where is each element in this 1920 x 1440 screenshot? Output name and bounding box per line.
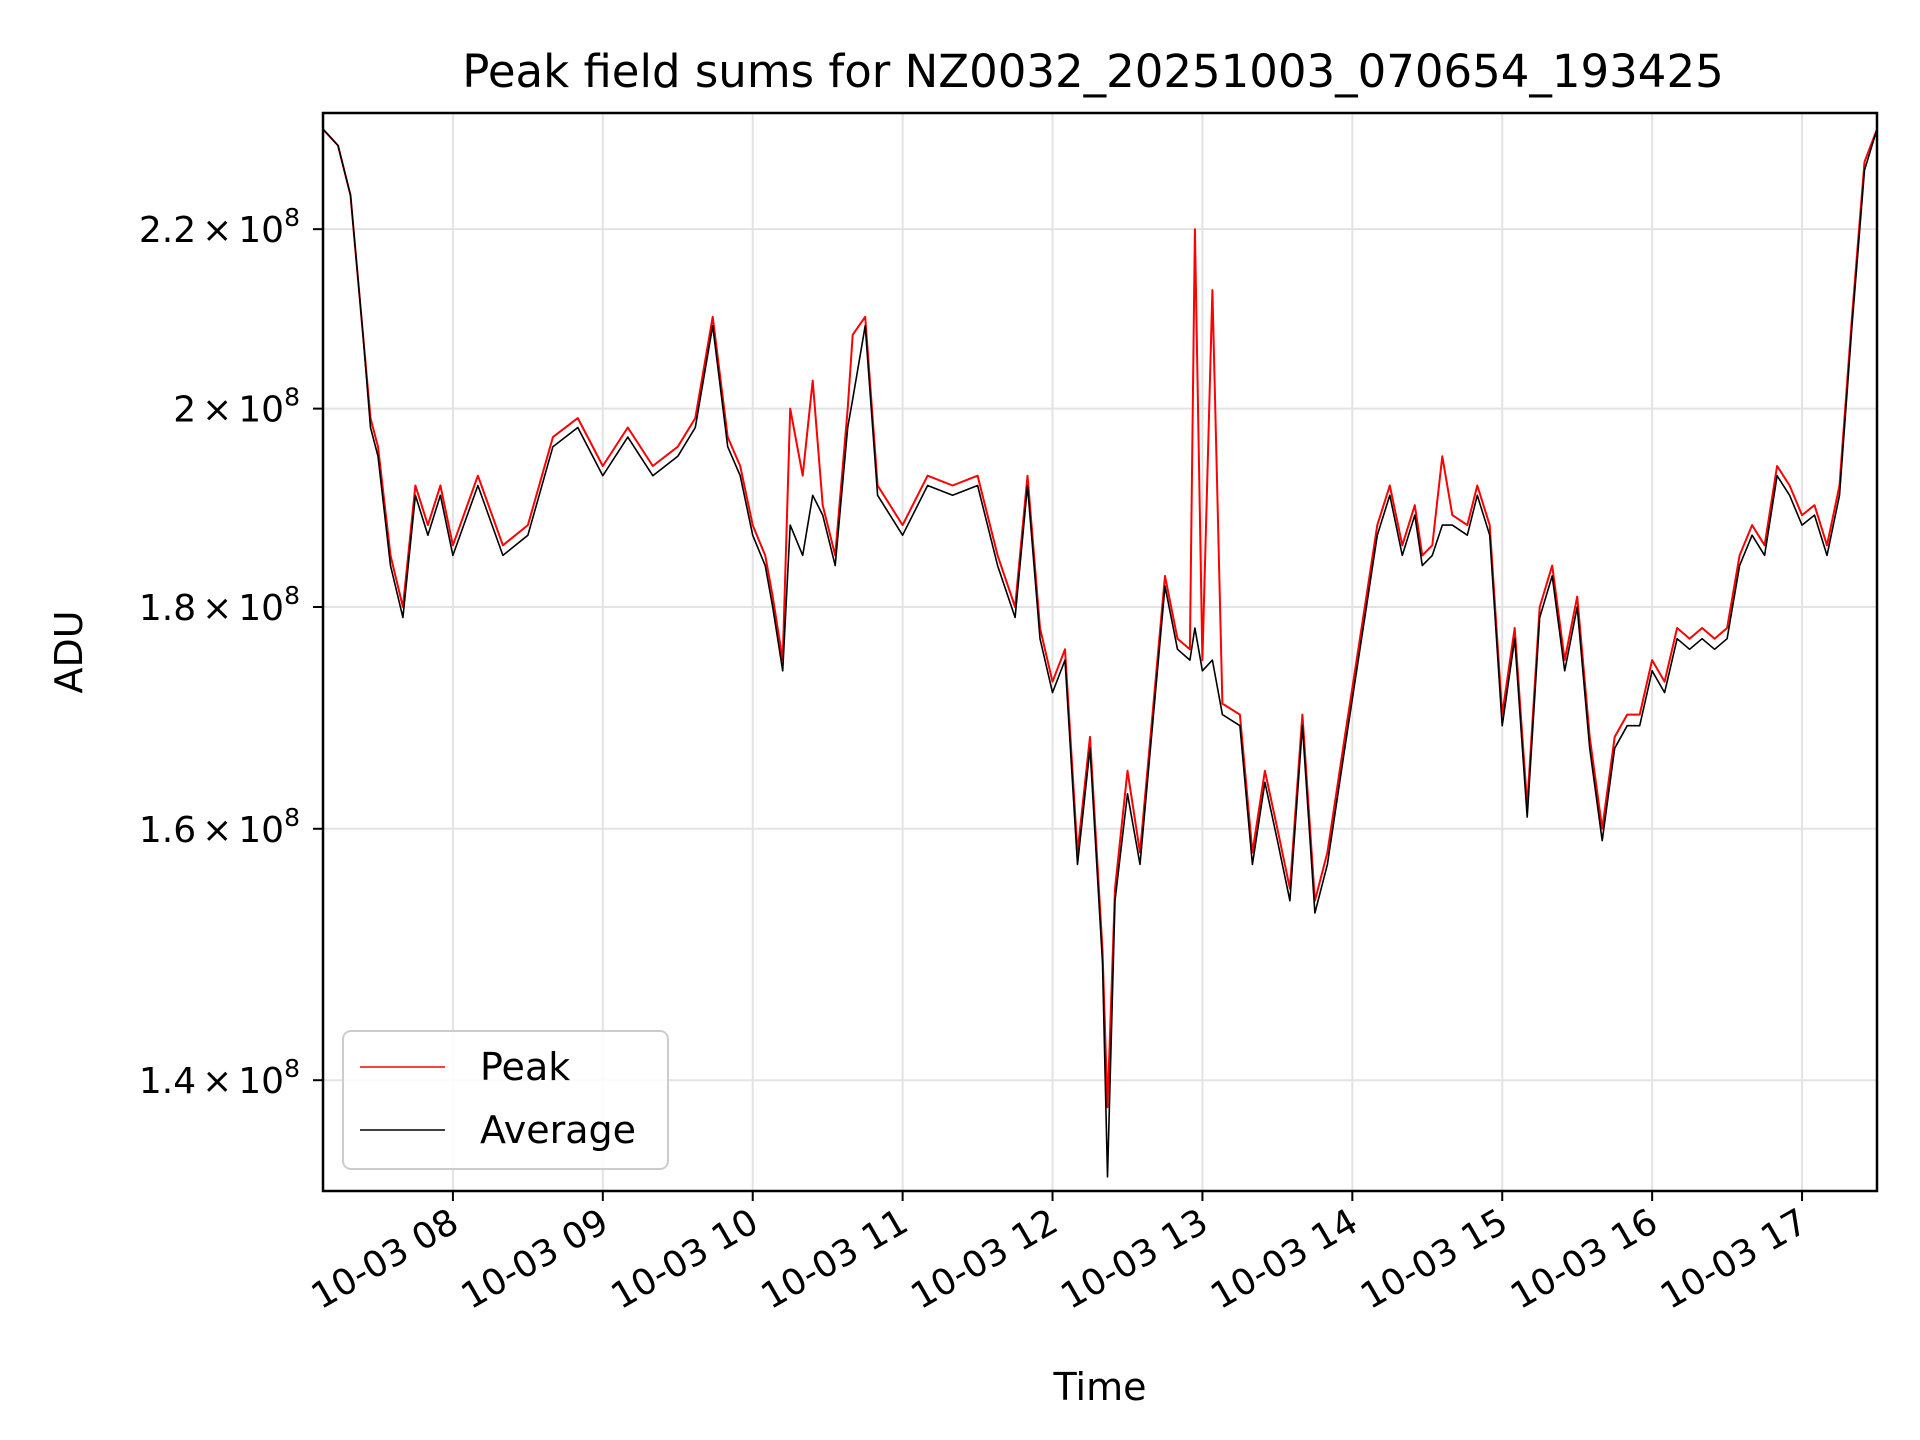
legend-box xyxy=(342,1030,669,1170)
legend-average-label: Average xyxy=(480,1108,636,1152)
grid-layer xyxy=(323,113,1877,1191)
legend: Peak Average xyxy=(342,1030,669,1170)
series-line-average xyxy=(322,128,1878,1178)
legend-peak-label: Peak xyxy=(480,1045,570,1089)
y-tick-label: 2 × 108 xyxy=(173,383,300,431)
y-tick-label: 1.4 × 108 xyxy=(139,1054,300,1102)
y-tick-label: 1.6 × 108 xyxy=(139,803,300,851)
series-line-peak xyxy=(322,128,1878,1109)
y-axis-label: ADU xyxy=(47,610,91,693)
plot-frame xyxy=(321,111,1879,1193)
y-tick-label: 2.2 × 108 xyxy=(139,203,300,251)
x-axis-label: Time xyxy=(1053,1365,1147,1409)
y-tick-label: 1.8 × 108 xyxy=(139,581,300,629)
chart-title: Peak field sums for NZ0032_20251003_0706… xyxy=(462,45,1723,98)
series-layer xyxy=(322,128,1878,1178)
